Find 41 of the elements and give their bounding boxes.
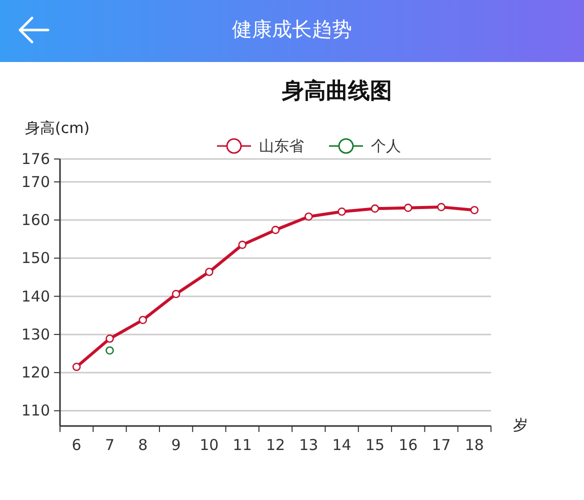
x-tick-label: 14 bbox=[332, 436, 352, 454]
x-tick-label: 13 bbox=[299, 436, 318, 454]
y-tick-label: 110 bbox=[21, 402, 50, 420]
x-tick-label: 6 bbox=[72, 436, 82, 454]
point bbox=[205, 268, 214, 276]
point bbox=[106, 346, 114, 355]
point bbox=[304, 212, 313, 221]
point bbox=[138, 316, 148, 324]
point bbox=[338, 207, 346, 216]
y-tick-label: 170 bbox=[21, 172, 50, 191]
legend-label: 山东省 bbox=[259, 137, 304, 155]
x-tick-label: 10 bbox=[200, 436, 219, 454]
x-tick-label: 15 bbox=[365, 436, 385, 454]
x-tick-label: 12 bbox=[266, 436, 286, 454]
point bbox=[437, 202, 446, 212]
y-tick-label: 130 bbox=[21, 325, 50, 344]
point bbox=[404, 204, 412, 212]
x-tick-label: 18 bbox=[464, 436, 484, 454]
x-tick-label: 9 bbox=[171, 436, 181, 454]
point bbox=[72, 362, 81, 372]
y-tick-label: 150 bbox=[21, 249, 50, 268]
x-tick-label: 7 bbox=[104, 436, 115, 454]
point bbox=[370, 204, 380, 213]
x-tick-label: 8 bbox=[138, 436, 148, 454]
x-tick-label: 16 bbox=[398, 436, 418, 454]
y-axis-title: 身高(cm) bbox=[25, 119, 90, 137]
point bbox=[172, 290, 180, 298]
y-tick-label: 160 bbox=[21, 211, 50, 230]
y-tick-label: 140 bbox=[21, 287, 50, 306]
x-tick-label: 17 bbox=[432, 436, 451, 454]
x-axis-title: 岁 bbox=[513, 416, 528, 434]
point bbox=[470, 206, 479, 214]
legend-label: 个人 bbox=[371, 137, 401, 155]
y-tick-label: 176 bbox=[21, 150, 50, 168]
x-tick-label: 11 bbox=[232, 436, 252, 454]
point bbox=[271, 226, 280, 234]
point bbox=[106, 334, 114, 343]
chart-title: 健康成长趋势 bbox=[232, 17, 352, 41]
chart-subtitle: 身高曲线图 bbox=[281, 78, 392, 104]
point bbox=[238, 240, 246, 249]
y-tick-label: 120 bbox=[21, 364, 50, 382]
